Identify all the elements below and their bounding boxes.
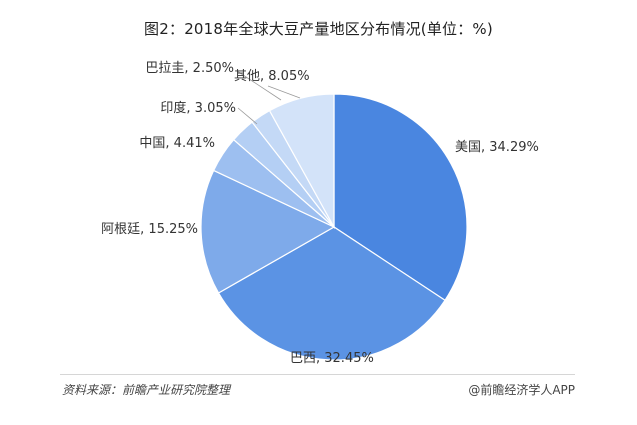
slice-label-1: 美国, 34.29% [455, 140, 539, 155]
credit-text: @前瞻经济学人APP [468, 383, 575, 397]
slice-label-6: 巴拉圭, 2.50% [145, 61, 234, 76]
footer-divider [60, 374, 575, 375]
leader-line-6 [236, 70, 282, 101]
pie-slice-7 [268, 93, 335, 230]
slice-label-2: 巴西, 32.45% [290, 351, 374, 366]
leader-line-5 [237, 107, 258, 125]
slice-label-5: 印度, 3.05% [160, 100, 236, 116]
slice-label-3: 阿根廷, 15.25% [101, 222, 198, 237]
slice-label-4: 中国, 4.41% [139, 136, 215, 151]
source-note: 资料来源：前瞻产业研究院整理 [62, 383, 231, 397]
pie-slice-3 [200, 169, 336, 294]
chart-title: 图2：2018年全球大豆产量地区分布情况(单位：%) [144, 20, 493, 38]
slice-label-7: 其他, 8.05% [234, 69, 310, 84]
leader-line-7 [267, 85, 301, 99]
pie-slice-2 [217, 226, 446, 361]
